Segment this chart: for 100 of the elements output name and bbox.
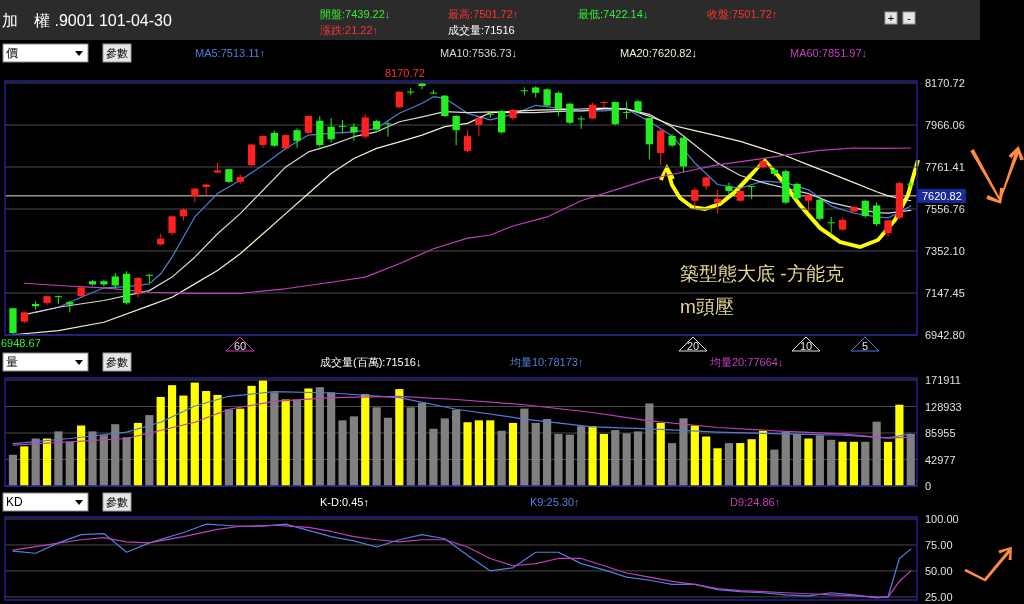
bar bbox=[88, 431, 97, 486]
y-tick-label: 128933 bbox=[925, 400, 962, 413]
bar bbox=[247, 385, 256, 486]
bar bbox=[406, 407, 415, 486]
bar bbox=[622, 433, 631, 486]
y-tick-label: 25.00 bbox=[925, 590, 953, 603]
text: K9:25.30↑ bbox=[530, 496, 580, 508]
bar bbox=[258, 380, 268, 486]
annotation: 築型態大底 -方能克 bbox=[680, 262, 844, 284]
candlestick bbox=[748, 185, 756, 200]
candlestick bbox=[873, 201, 881, 227]
bar bbox=[327, 392, 336, 486]
y-tick-label: 7966.06 bbox=[925, 119, 965, 131]
candlestick bbox=[134, 276, 142, 298]
bar bbox=[554, 433, 563, 486]
bar bbox=[508, 422, 518, 486]
bar bbox=[338, 420, 347, 486]
candlestick bbox=[713, 189, 722, 214]
bar bbox=[861, 441, 870, 486]
text: 10 bbox=[799, 340, 813, 352]
text: 均量20:77664↓ bbox=[709, 356, 784, 368]
candlestick bbox=[566, 102, 574, 125]
bar bbox=[31, 438, 40, 486]
candlestick bbox=[247, 143, 256, 167]
line-series bbox=[23, 147, 912, 294]
series-label: 成交量(百萬):71516↓ bbox=[320, 356, 422, 368]
candlestick bbox=[475, 116, 483, 137]
bar bbox=[724, 443, 734, 486]
bar bbox=[736, 443, 745, 486]
bar bbox=[713, 448, 722, 486]
candlestick bbox=[657, 128, 665, 166]
text: 最高:7501.72↑ bbox=[448, 8, 519, 20]
text: K-D:0.45↑ bbox=[320, 496, 369, 508]
bar bbox=[463, 422, 472, 486]
candlestick bbox=[691, 187, 699, 209]
text: 參數 bbox=[106, 356, 128, 368]
text: 8170.72 bbox=[385, 67, 425, 79]
candlestick bbox=[463, 129, 472, 154]
candlestick bbox=[577, 115, 585, 130]
bar bbox=[145, 415, 154, 486]
text: 開盤:7439.22↓ bbox=[320, 8, 391, 20]
bar bbox=[8, 454, 18, 486]
bar bbox=[770, 449, 779, 486]
bar bbox=[213, 394, 222, 486]
candlestick bbox=[441, 94, 449, 118]
bar bbox=[65, 441, 74, 486]
bar bbox=[702, 436, 711, 486]
y-tick-label: 171911 bbox=[925, 374, 961, 386]
bar bbox=[531, 422, 540, 486]
candlestick bbox=[293, 127, 301, 149]
bar bbox=[668, 443, 677, 486]
bar bbox=[304, 388, 313, 486]
bar bbox=[645, 403, 654, 486]
y-tick-label: 7761.41 bbox=[925, 161, 965, 173]
bar bbox=[167, 385, 177, 486]
bar bbox=[656, 422, 665, 486]
candlestick bbox=[543, 87, 551, 108]
y-tick-label: 8170.72 bbox=[925, 77, 965, 89]
y-tick-label: 7147.45 bbox=[925, 287, 965, 299]
bar bbox=[156, 396, 165, 486]
bar bbox=[270, 392, 279, 486]
bar bbox=[633, 431, 643, 486]
text: 20 bbox=[686, 340, 700, 352]
ref-line-label: 7620.82 bbox=[922, 189, 962, 202]
bar bbox=[611, 430, 620, 486]
text: MA5:7513.11↑ bbox=[195, 47, 266, 59]
candlestick bbox=[384, 121, 392, 138]
bar bbox=[54, 431, 63, 486]
bar bbox=[20, 446, 29, 486]
bar bbox=[486, 420, 495, 486]
bar bbox=[758, 430, 768, 486]
bar bbox=[543, 419, 552, 486]
bar bbox=[111, 424, 120, 486]
bar bbox=[292, 399, 302, 486]
text: MA10:7536.73↓ bbox=[440, 47, 518, 59]
text: 最低:7422.14↓ bbox=[578, 8, 649, 20]
text: 60 bbox=[233, 340, 247, 352]
candlestick bbox=[554, 90, 563, 117]
candlestick bbox=[338, 119, 347, 134]
bar bbox=[77, 425, 86, 486]
bar bbox=[827, 439, 836, 486]
bar bbox=[179, 395, 188, 486]
bar bbox=[202, 391, 211, 486]
text: MA60:7851.97↓ bbox=[790, 47, 868, 59]
text: KD bbox=[6, 495, 23, 509]
text: 5 bbox=[861, 340, 869, 352]
y-tick-label: 7556.76 bbox=[925, 203, 965, 215]
candlestick bbox=[600, 100, 608, 109]
bar bbox=[361, 394, 370, 486]
bar bbox=[815, 435, 824, 486]
text: 漲跌:21.22↑ bbox=[320, 24, 379, 36]
text: - bbox=[907, 12, 912, 24]
text: 參數 bbox=[106, 47, 128, 59]
text: 成交量:71516 bbox=[448, 24, 515, 36]
y-tick-label: 0 bbox=[925, 480, 932, 492]
candlestick bbox=[497, 109, 506, 134]
bar bbox=[599, 433, 608, 486]
candlestick bbox=[361, 113, 369, 140]
bar bbox=[793, 433, 802, 486]
bar bbox=[236, 408, 245, 486]
